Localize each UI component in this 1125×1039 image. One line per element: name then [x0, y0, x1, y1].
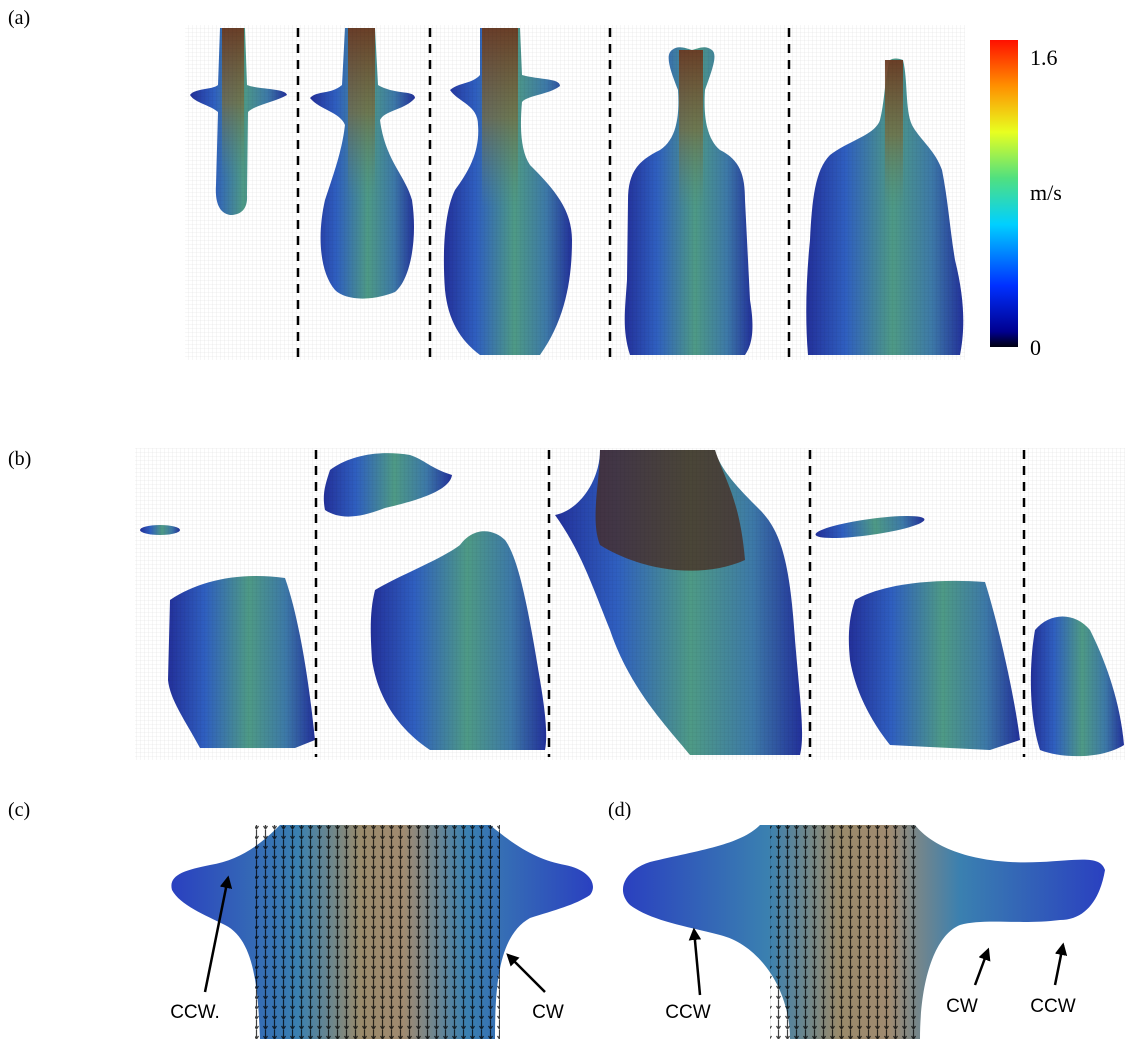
mesh-overlay	[185, 25, 965, 360]
vector-field	[770, 825, 920, 1039]
annotation: CCW.	[170, 1002, 220, 1023]
colorbar-max: 1.6	[1030, 45, 1058, 70]
colorbar: 1.6 m/s 0	[990, 40, 1062, 360]
annotation: CCW	[1030, 996, 1075, 1017]
figure: (a) (b) (c) (d) 1.6 m/s 0	[0, 0, 1125, 1039]
annotation-arrow	[1055, 945, 1063, 985]
panel-label: (a)	[8, 7, 30, 29]
vector-field	[255, 825, 500, 1039]
colorbar-scale	[990, 40, 1018, 347]
annotation: CW	[946, 996, 978, 1017]
panel-label: (c)	[8, 799, 30, 821]
panel-c: CCW. CW	[170, 825, 593, 1039]
annotation: CW	[532, 1002, 564, 1023]
annotation-arrow	[694, 930, 700, 995]
panel-b	[135, 448, 1125, 760]
colorbar-unit: m/s	[1030, 180, 1062, 205]
panel-a	[185, 25, 965, 362]
panel-label: (d)	[608, 799, 631, 821]
page: Figure html, body { margin: 0; padding: …	[0, 0, 1125, 1039]
panel-d: CCW CW CCW	[623, 825, 1105, 1039]
mesh-overlay	[135, 448, 1125, 760]
annotation-arrow	[508, 955, 545, 992]
panel-label: (b)	[8, 448, 31, 470]
annotation-arrow	[975, 950, 988, 985]
annotation: CCW	[665, 1002, 710, 1023]
page-body: {"panels": [ {"label": "(a)"}, {"label":…	[0, 0, 1125, 1039]
colorbar-min: 0	[1030, 335, 1041, 360]
